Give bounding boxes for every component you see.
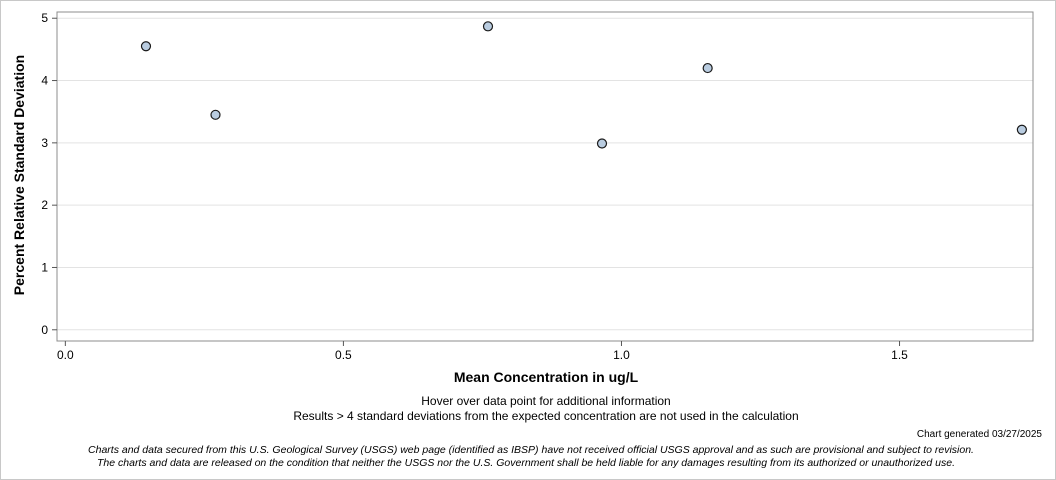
y-tick-label: 5 bbox=[41, 11, 48, 25]
x-axis-label: Mean Concentration in ug/L bbox=[453, 369, 639, 385]
x-tick-label: 0.0 bbox=[57, 348, 74, 362]
x-tick-label: 1.5 bbox=[891, 348, 908, 362]
data-point[interactable] bbox=[140, 41, 152, 52]
data-point[interactable] bbox=[210, 109, 221, 120]
grid-lines bbox=[57, 17, 1033, 331]
disclaimer-line-1: Charts and data secured from this U.S. G… bbox=[88, 444, 974, 456]
data-point[interactable] bbox=[1016, 124, 1027, 135]
plot-area bbox=[56, 11, 1034, 342]
y-tick-label: 3 bbox=[41, 136, 48, 150]
data-point[interactable] bbox=[596, 138, 608, 149]
y-tick-label: 4 bbox=[41, 74, 48, 88]
y-axis-label: Percent Relative Standard Deviation bbox=[11, 55, 27, 295]
y-tick-label: 0 bbox=[41, 323, 48, 337]
axes: 0 1 2 3 4 5 0.0 0.5 1.0 1.5 bbox=[41, 11, 908, 362]
x-tick-label: 0.5 bbox=[335, 348, 352, 362]
y-tick-label: 1 bbox=[41, 260, 48, 274]
data-point[interactable] bbox=[482, 21, 494, 32]
data-point[interactable] bbox=[702, 62, 713, 74]
y-tick-label: 2 bbox=[41, 198, 48, 212]
disclaimer-line-2: The charts and data are released on the … bbox=[97, 457, 955, 469]
hover-note: Hover over data point for additional inf… bbox=[421, 394, 671, 408]
chart-generated-date: Chart generated 03/27/2025 bbox=[916, 429, 1042, 440]
x-tick-label: 1.0 bbox=[613, 348, 630, 362]
results-note: Results > 4 standard deviations from the… bbox=[293, 409, 799, 423]
data-points[interactable] bbox=[140, 21, 1027, 149]
